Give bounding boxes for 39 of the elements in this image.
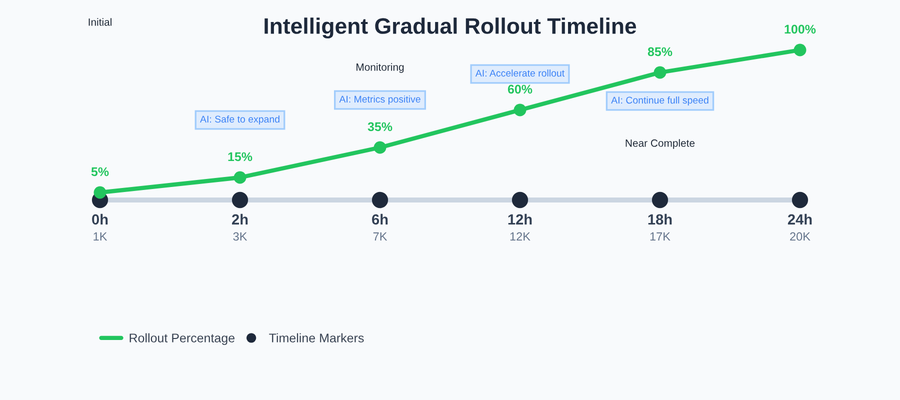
annotation: AI: Safe to expand (200, 115, 280, 125)
text: 3K (233, 232, 248, 241)
legend-label: Rollout Percentage (130, 333, 235, 345)
x-tick-label: 18h (648, 214, 672, 225)
point (794, 44, 806, 56)
point (654, 66, 666, 79)
text: 12K (510, 232, 530, 241)
chart-title: Intelligent Gradual Rollout Timeline (264, 18, 636, 38)
data-label: 60% (508, 84, 532, 94)
x-tick-label: 6h (372, 214, 388, 225)
x-tick-label: 0h (92, 214, 108, 225)
point (232, 192, 248, 208)
x-tick-label: 2h (232, 214, 248, 224)
data-label: 35% (368, 122, 392, 132)
point (374, 141, 386, 154)
annotation: AI: Metrics positive (339, 95, 420, 105)
point (514, 104, 526, 116)
legend-label: Timeline Markers (269, 333, 364, 342)
text: 1K (94, 232, 108, 241)
annotation: Near Complete (626, 139, 695, 149)
point (512, 192, 528, 208)
text: 7K (373, 232, 388, 241)
data-label: 85% (648, 47, 672, 56)
x-tick-label: 24h (788, 214, 812, 224)
data-label: 15% (228, 152, 252, 162)
data-label: 100% (784, 24, 816, 34)
text: 17K (650, 232, 670, 241)
annotation: AI: Accelerate rollout (475, 69, 565, 77)
point (792, 192, 808, 208)
annotation: Monitoring (356, 63, 404, 73)
text: Initial (88, 18, 112, 26)
point (652, 192, 668, 208)
point (234, 171, 246, 184)
text: 20K (790, 232, 810, 241)
x-tick-label: 12h (508, 214, 532, 224)
data-label: 5% (91, 167, 109, 176)
point (94, 186, 106, 199)
point (372, 192, 388, 208)
annotation: AI: Continue full speed (611, 96, 708, 106)
